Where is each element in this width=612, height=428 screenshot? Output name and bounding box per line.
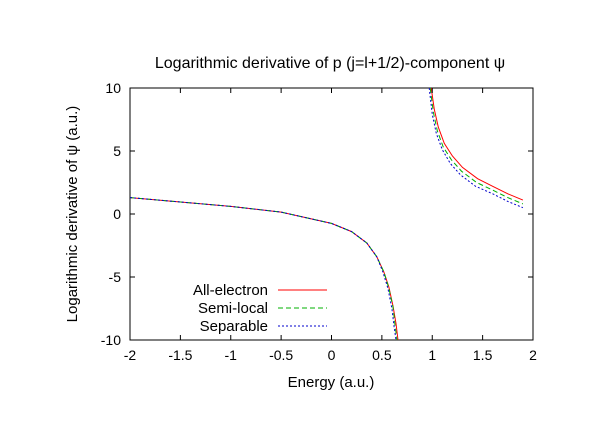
legend-label: Semi-local (198, 300, 268, 317)
y-tick-label: 0 (113, 206, 121, 222)
y-tick-label: -5 (109, 269, 122, 285)
x-tick-label: -0.5 (269, 347, 293, 363)
series-layer (129, 87, 524, 341)
y-tick-label: 10 (105, 80, 121, 96)
legend-label: All-electron (193, 282, 268, 299)
series-line-separable-branch-2 (428, 87, 524, 209)
y-tick-label: -10 (101, 332, 121, 348)
series-line-all-electron-branch-2 (430, 87, 524, 201)
x-tick-label: 2 (529, 347, 537, 363)
x-tick-label: -2 (124, 347, 137, 363)
x-tick-label: -1 (225, 347, 238, 363)
x-tick-label: 0.5 (372, 347, 392, 363)
y-axis-label: Logarithmic derivative of ψ (a.u.) (64, 106, 81, 323)
x-tick-label: 0 (328, 347, 336, 363)
series-line-semi-local-branch-2 (429, 87, 524, 205)
x-tick-label: -1.5 (168, 347, 192, 363)
chart-title: Logarithmic derivative of p (j=l+1/2)-co… (155, 55, 505, 72)
y-tick-label: 5 (113, 143, 121, 159)
legend-label: Separable (200, 318, 268, 335)
plot-area-frame (129, 87, 534, 341)
x-axis-label: Energy (a.u.) (288, 374, 375, 391)
x-tick-label: 1.5 (473, 347, 493, 363)
series-line-separable-branch-1 (129, 197, 397, 341)
x-tick-label: 1 (428, 347, 436, 363)
y-axis: -10 -5 0 5 10 (101, 80, 533, 348)
x-axis: -2 -1.5 -1 -0.5 0 0.5 1 1.5 2 (124, 88, 537, 363)
